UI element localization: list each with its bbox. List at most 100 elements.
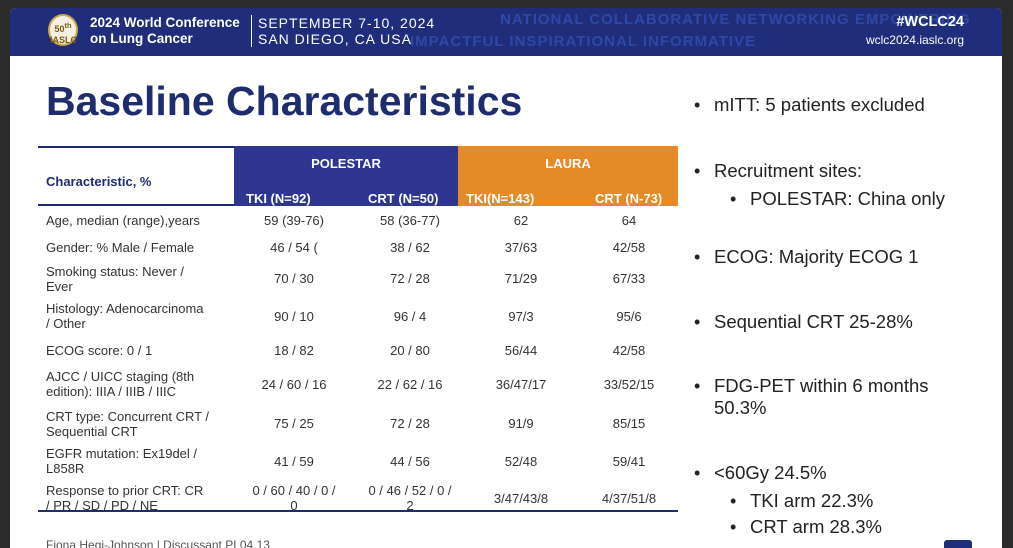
column-header: CRT (N-73) (595, 191, 663, 206)
row-label-line: Sequential CRT (46, 423, 138, 439)
row-label: EGFR mutation: Ex19del / L858R (46, 446, 236, 476)
row-label: Histology: Adenocarcinoma / Other (46, 301, 236, 331)
banner-watermark-bottom: IMPACTFUL INSPIRATIONAL INFORMATIVE (410, 33, 757, 50)
row-label-line: EGFR mutation: Ex19del / (46, 446, 198, 461)
laura-group-label: LAURA (545, 156, 591, 171)
bullet-text: Sequential CRT 25-28% (714, 311, 913, 332)
conference-line-2: on Lung Cancer (90, 31, 193, 46)
table-cell: 67/33 (612, 271, 646, 286)
bullet-text: TKI arm 22.3% (750, 490, 874, 511)
location-line: SAN DIEGO, CA USA (258, 31, 412, 47)
row-label-line: Age, median (range),years (46, 212, 200, 228)
row-label: Gender: % Male / Female (46, 240, 236, 255)
row-label: AJCC / UICC staging (8th edition): IIIA /… (46, 369, 236, 399)
table-cell: 44 / 56 (390, 453, 430, 469)
table-cell: 64 (621, 212, 637, 228)
table-cell: 38 / 62 (390, 240, 430, 255)
sub-bullet-item: • CRT arm 28.3% (730, 516, 990, 538)
table-cell: 36/47/17 (495, 376, 547, 392)
table-cell: 20 / 80 (390, 342, 430, 358)
banner-watermark-top: NATIONAL COLLABORATIVE NETWORKING EMPOWE… (500, 11, 971, 28)
bullet-text: POLESTAR: China only (750, 188, 946, 209)
table-cell: 71/29 (504, 271, 538, 286)
table-cell: 42/58 (612, 342, 646, 358)
table-cell: 95/6 (616, 308, 642, 324)
polestar-header: POLESTAR TKI (N=92) CRT (N=50) (234, 146, 458, 206)
conference-line-1: 2024 World Conference (90, 15, 240, 30)
row-label-line: / Other (46, 316, 86, 331)
table-cell: 0 / 46 / 52 / 0 / 2 (368, 483, 452, 513)
table-cell: 70 / 30 (274, 271, 314, 286)
table-header-characteristic: Characteristic, % (38, 146, 234, 206)
bullet-item: • <60Gy 24.5% (694, 462, 984, 484)
bullet-item: • Sequential CRT 25-28% (694, 311, 984, 333)
table-row: Gender: % Male / Female 46 / 54 ( 38 / 62 3… (38, 234, 678, 261)
row-label-line: Response to prior CRT: CR (46, 483, 204, 498)
table-cell: 52/48 (504, 453, 538, 469)
row-label: ECOG score: 0 / 1 (46, 343, 236, 358)
row-label: Smoking status: Never / Ever (46, 264, 236, 294)
table-cell: 37/63 (504, 240, 538, 255)
table-cell: 72 / 28 (390, 271, 430, 286)
table-cell: 3/47/43/8 (493, 490, 549, 506)
row-label: CRT type: Concurrent CRT / Sequential CRT (46, 409, 236, 439)
slide: NATIONAL COLLABORATIVE NETWORKING EMPOWE… (10, 8, 1002, 548)
table-cell: 33/52/15 (603, 376, 655, 392)
website-link[interactable]: wclc2024.iaslc.org (865, 33, 964, 47)
row-label-line: Ever (46, 278, 73, 294)
row-label-line: / PR / SD / PD / NE (46, 498, 158, 513)
table-cell: 22 / 62 / 16 (377, 376, 443, 392)
banner-divider (251, 15, 252, 47)
table-row: CRT type: Concurrent CRT / Sequential CRT… (38, 404, 678, 443)
table-row: EGFR mutation: Ex19del / L858R 41 / 59 44 /… (38, 443, 678, 479)
table-cell: 75 / 25 (274, 416, 314, 431)
bullet-icon: • (694, 463, 701, 483)
table-cell: 24 / 60 / 16 (261, 376, 327, 392)
table-cell: 46 / 54 ( (270, 240, 318, 255)
bullet-text: <60Gy 24.5% (714, 462, 827, 483)
page-number-tab (944, 540, 972, 548)
sub-bullet-item: • POLESTAR: China only (730, 188, 990, 210)
bullet-text: mITT: 5 patients excluded (714, 94, 925, 115)
table-cell: 72 / 28 (390, 416, 430, 431)
bullet-text: CRT arm 28.3% (750, 516, 882, 537)
row-label-line: AJCC / UICC staging (8th (46, 369, 195, 384)
bullet-text: Recruitment sites: (714, 160, 863, 181)
bullet-icon: • (730, 517, 737, 537)
row-label-line: L858R (46, 461, 85, 476)
row-label: Response to prior CRT: CR / PR / SD / PD … (46, 483, 236, 513)
polestar-group-label: POLESTAR (311, 156, 381, 171)
row-label-line: CRT type: Concurrent CRT / (46, 408, 210, 424)
bullet-icon: • (694, 247, 701, 267)
table-cell: 91/9 (508, 416, 534, 431)
table-cell: 90 / 10 (274, 308, 314, 324)
conference-banner: NATIONAL COLLABORATIVE NETWORKING EMPOWE… (10, 8, 1002, 56)
bullet-item: • Recruitment sites: (694, 160, 984, 182)
iaslc-logo: 50th IASLC (48, 14, 78, 46)
bullet-icon: • (694, 95, 701, 115)
bullet-item: • FDG-PET within 6 months 50.3% (694, 375, 984, 419)
table-cell: 59 (39-76) (264, 212, 324, 228)
row-label-line: Histology: Adenocarcinoma (46, 301, 204, 316)
table-row: Histology: Adenocarcinoma / Other 90 / 10 9… (38, 296, 678, 336)
table-cell: 85/15 (612, 416, 646, 431)
table-cell: 97/3 (508, 308, 534, 324)
bullet-text: ECOG: Majority ECOG 1 (714, 246, 919, 267)
table-cell: 42/58 (612, 240, 646, 255)
table-cell: 56/44 (504, 342, 538, 358)
characteristic-header-label: Characteristic, % (46, 174, 152, 189)
table-row: Age, median (range),years 59 (39-76) 58 (3… (38, 206, 678, 234)
column-header: TKI (N=92) (246, 191, 311, 206)
table-bottom-rule (38, 510, 678, 512)
dates-line: SEPTEMBER 7-10, 2024 (258, 15, 436, 31)
table-cell: 4/37/51/8 (601, 490, 657, 506)
column-header: TKI(N=143) (466, 191, 535, 206)
sub-bullet-item: • TKI arm 22.3% (730, 490, 990, 512)
bullet-item: • mITT: 5 patients excluded (694, 94, 984, 116)
table-cell: 62 (513, 212, 529, 228)
row-label-line: ECOG score: 0 / 1 (46, 342, 153, 358)
laura-header: LAURA TKI(N=143) CRT (N-73) (458, 146, 678, 206)
table-cell: 59/41 (612, 453, 646, 469)
conference-name: 2024 World Conference on Lung Cancer (90, 15, 240, 47)
table-cell: 58 (36-77) (380, 212, 440, 228)
